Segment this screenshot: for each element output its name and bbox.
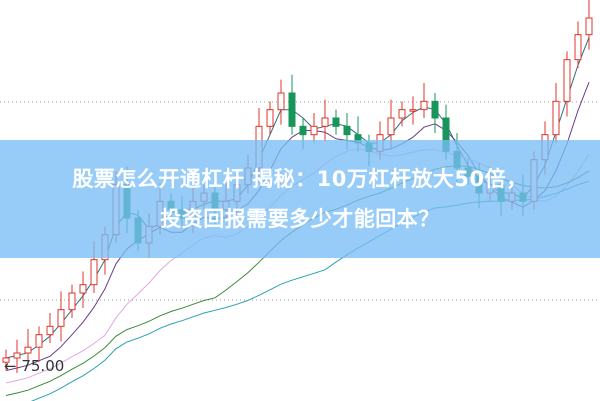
candle-body xyxy=(2,357,10,363)
price-marker-value: 75.00 xyxy=(21,357,65,375)
candle-body xyxy=(332,117,340,127)
candle-body xyxy=(24,346,32,354)
candle-body xyxy=(288,92,296,127)
candle-body xyxy=(266,109,274,127)
candle-body xyxy=(398,109,406,119)
candle-body xyxy=(46,325,54,336)
candle-body xyxy=(277,92,285,111)
price-marker: ← 75.00 xyxy=(4,357,65,375)
candle-body xyxy=(431,100,439,119)
candle-body xyxy=(79,284,87,294)
candle-body xyxy=(13,352,21,359)
candle-body xyxy=(68,292,76,311)
headline-banner: 股票怎么开通杠杆 揭秘：10万杠杆放大50倍， 投资回报需要多少才能回本？ xyxy=(0,140,600,258)
candle-body xyxy=(420,100,428,111)
candle-body xyxy=(574,34,582,61)
headline-line-1: 股票怎么开通杠杆 揭秘：10万杠杆放大50倍， xyxy=(72,167,528,191)
candle-body xyxy=(409,109,417,112)
candle-body xyxy=(563,59,571,102)
candle-body xyxy=(310,125,318,136)
candle-body xyxy=(321,117,329,127)
candle-body xyxy=(35,334,43,348)
candle-body xyxy=(552,100,560,136)
candle-body xyxy=(387,117,395,136)
headline-line-2: 投资回报需要多少才能回本？ xyxy=(160,207,440,231)
candle-body xyxy=(299,125,307,136)
candle-body xyxy=(343,125,351,136)
candle-body xyxy=(585,17,593,36)
candle-body xyxy=(90,259,98,286)
candle-body xyxy=(57,309,65,327)
